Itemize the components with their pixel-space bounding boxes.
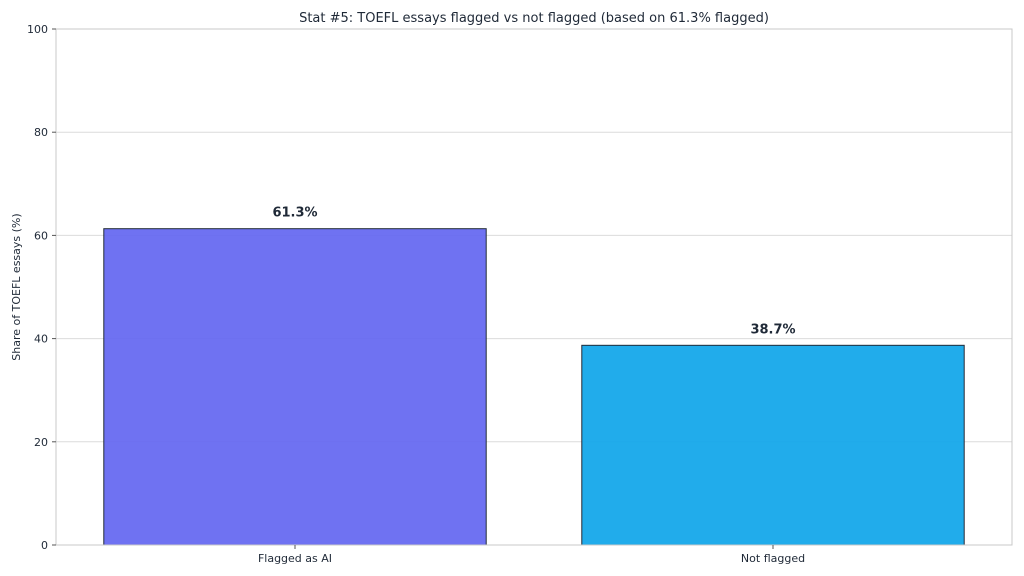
y-tick-label: 20 xyxy=(34,436,48,449)
y-tick-label: 0 xyxy=(41,539,48,552)
y-axis-ticks: 0 20 40 60 80 100 xyxy=(27,23,56,552)
bar-value-labels: 61.3% 38.7% xyxy=(272,206,795,338)
y-axis-label: Share of TOEFL essays (%) xyxy=(10,213,23,360)
y-tick-label: 100 xyxy=(27,23,48,36)
y-tick-label: 40 xyxy=(34,333,48,346)
bar-value-label: 61.3% xyxy=(272,206,317,221)
bar-flagged-as-ai xyxy=(103,228,487,546)
bar-not-flagged xyxy=(581,344,965,546)
x-tick-label: Not flagged xyxy=(741,552,805,565)
plot-area-border xyxy=(55,28,1013,546)
y-tick-label: 80 xyxy=(34,126,48,139)
bar-value-label: 38.7% xyxy=(750,322,795,337)
x-axis-ticks: Flagged as AI Not flagged xyxy=(258,545,805,565)
bars xyxy=(103,228,965,546)
plot-frame xyxy=(55,28,1013,546)
y-tick-label: 60 xyxy=(34,229,48,242)
chart-title: Stat #5: TOEFL essays flagged vs not fla… xyxy=(299,11,769,26)
x-tick-label: Flagged as AI xyxy=(258,552,332,565)
